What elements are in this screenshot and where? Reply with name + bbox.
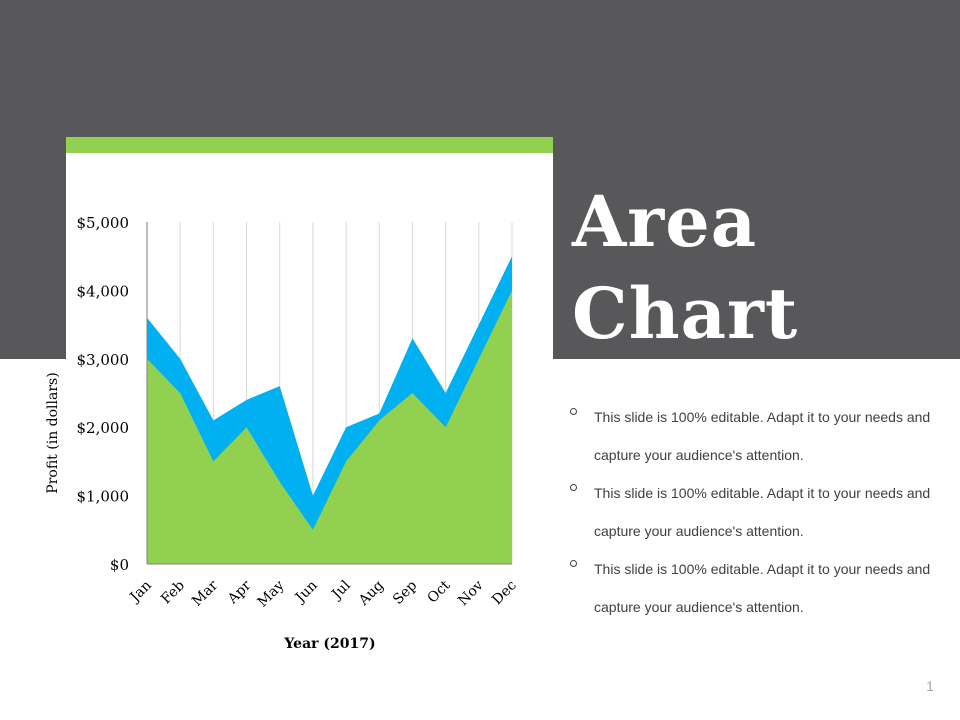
bullet-item: This slide is 100% editable. Adapt it to…	[568, 474, 938, 550]
bullet-circle-icon	[570, 484, 577, 491]
x-tick-label: Jun	[291, 578, 320, 607]
y-tick-label: $3,000	[77, 351, 130, 369]
x-tick-label: Apr	[224, 577, 254, 607]
slide-title: Area Chart	[572, 176, 952, 360]
y-axis-title: Profit (in dollars)	[45, 372, 61, 493]
bullet-text: This slide is 100% editable. Adapt it to…	[594, 561, 931, 615]
y-tick-label: $1,000	[77, 488, 130, 506]
page-number: 1	[926, 678, 934, 694]
series-area-2	[147, 290, 512, 564]
x-tick-label: Oct	[425, 577, 454, 606]
x-tick-label: Sep	[390, 577, 420, 607]
accent-strip	[66, 137, 553, 153]
x-tick-label: Jan	[126, 578, 155, 607]
x-axis-title: Year (2017)	[283, 636, 375, 652]
bullet-list: This slide is 100% editable. Adapt it to…	[568, 398, 938, 626]
y-tick-label: $0	[110, 556, 129, 574]
x-tick-label: Jul	[328, 577, 355, 604]
bullet-circle-icon	[570, 408, 577, 415]
bullet-item: This slide is 100% editable. Adapt it to…	[568, 398, 938, 474]
x-tick-label: May	[255, 577, 288, 610]
bullet-circle-icon	[570, 560, 577, 567]
bullet-item: This slide is 100% editable. Adapt it to…	[568, 550, 938, 626]
x-tick-label: Feb	[158, 577, 188, 607]
x-tick-label: Mar	[189, 577, 221, 609]
axes	[146, 222, 512, 565]
x-tick-label: Dec	[489, 577, 520, 608]
y-tick-label: $4,000	[77, 282, 130, 300]
y-tick-label: $5,000	[77, 214, 130, 232]
y-tick-label: $2,000	[77, 419, 130, 437]
y-tick-labels: $0 $1,000 $2,000 $3,000 $4,000 $5,000	[77, 214, 130, 574]
x-tick-label: Aug	[355, 577, 387, 609]
x-tick-labels: Jan Feb Mar Apr May Jun Jul Aug Sep Oct Nov Dec	[126, 577, 520, 610]
bullet-text: This slide is 100% editable. Adapt it to…	[594, 485, 931, 539]
x-tick-label: Nov	[455, 577, 487, 609]
bullet-text: This slide is 100% editable. Adapt it to…	[594, 409, 931, 463]
slide-title-line-1: Area	[572, 180, 758, 263]
slide-title-line-2: Chart	[572, 272, 799, 355]
series-areas	[147, 256, 512, 564]
